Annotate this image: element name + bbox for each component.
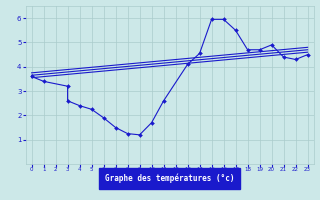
X-axis label: Graphe des températures (°c): Graphe des températures (°c): [105, 174, 234, 183]
